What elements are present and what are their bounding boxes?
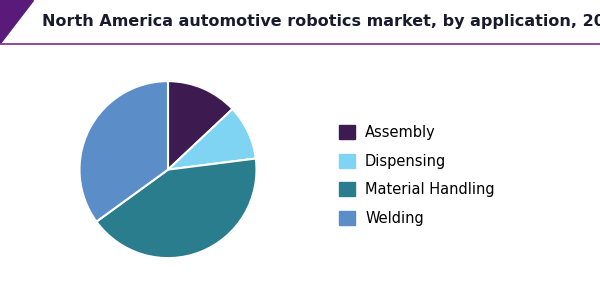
Wedge shape: [80, 81, 168, 222]
Wedge shape: [168, 109, 256, 170]
Wedge shape: [97, 158, 256, 258]
Polygon shape: [0, 0, 33, 42]
Wedge shape: [168, 81, 233, 170]
Legend: Assembly, Dispensing, Material Handling, Welding: Assembly, Dispensing, Material Handling,…: [339, 125, 494, 226]
Text: North America automotive robotics market, by application, 2015 - 2025 (%): North America automotive robotics market…: [42, 14, 600, 29]
